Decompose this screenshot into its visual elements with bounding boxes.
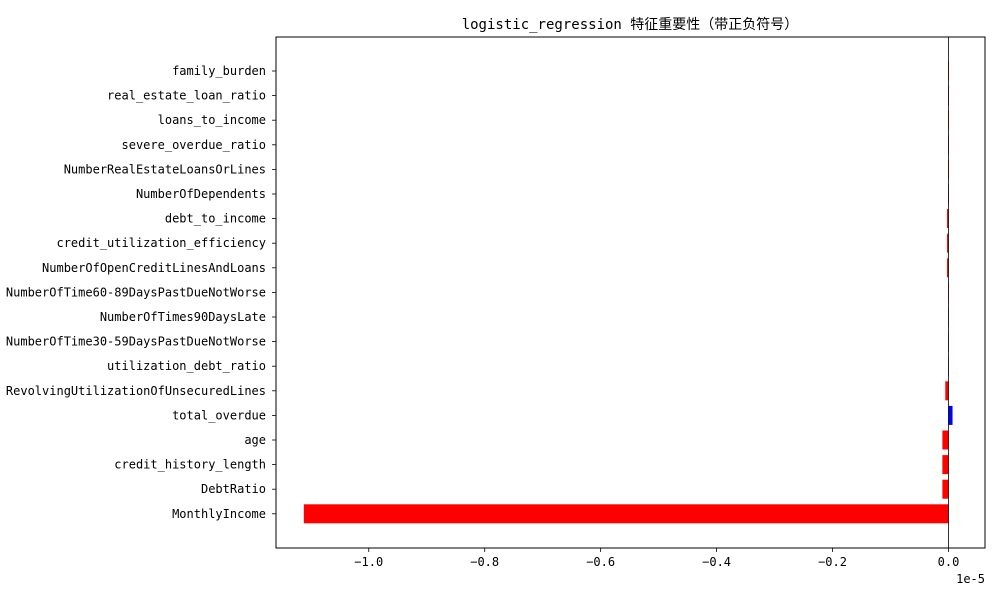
y-tick-label: family_burden [172,64,266,78]
y-tick-label: debt_to_income [165,212,266,226]
y-tick-label: age [244,433,266,447]
y-tick-label: real_estate_loan_ratio [107,89,266,103]
bar-credit_history_length [942,455,949,475]
y-tick-label: RevolvingUtilizationOfUnsecuredLines [6,384,266,398]
y-axis: MonthlyIncome DebtRatio credit_history_len… [6,64,276,521]
y-tick-label: MonthlyIncome [172,507,266,521]
y-tick-label: loans_to_income [158,113,266,127]
x-tick-label: −1.0 [354,555,383,569]
x-tick-label: 0.0 [938,555,960,569]
chart-title: logistic_regression 特征重要性（带正负符号） [462,17,799,33]
x-tick-label: −0.8 [470,555,499,569]
y-tick-label: NumberOfDependents [136,187,266,201]
x-tick-label: −0.4 [702,555,731,569]
y-tick-label: NumberOfTime60-89DaysPastDueNotWorse [6,285,266,299]
bar-NumberOfOpenCreditLinesAndLoans [947,258,949,278]
y-tick-label: total_overdue [172,408,266,422]
y-tick-label: NumberOfTimes90DaysLate [100,310,266,324]
x-tick-label: −0.6 [586,555,615,569]
y-tick-label: DebtRatio [201,482,266,496]
x-tick-label: −0.2 [818,555,847,569]
y-tick-label: NumberOfOpenCreditLinesAndLoans [42,261,266,275]
bar-MonthlyIncome [303,504,949,524]
bar-credit_utilization_efficiency [947,233,949,253]
y-tick-label: severe_overdue_ratio [122,138,267,152]
bar-DebtRatio [942,479,949,499]
plot-frame [275,36,986,549]
bar-RevolvingUtilizationOfUnsecuredLines [945,381,949,401]
bar-total_overdue [948,405,953,425]
bars-layer [303,61,953,524]
y-tick-label: credit_utilization_efficiency [56,236,266,250]
y-tick-label: utilization_debt_ratio [107,359,266,373]
y-tick-label: NumberRealEstateLoansOrLines [64,162,266,176]
y-tick-label: credit_history_length [114,458,266,472]
x-scale-label: 1e-5 [956,572,985,586]
bar-age [942,430,949,450]
y-tick-label: NumberOfTime30-59DaysPastDueNotWorse [6,335,266,349]
x-axis: −1.0 −0.8 −0.6 −0.4 −0.2 0.0 [354,548,959,569]
bar-debt_to_income [947,209,949,229]
